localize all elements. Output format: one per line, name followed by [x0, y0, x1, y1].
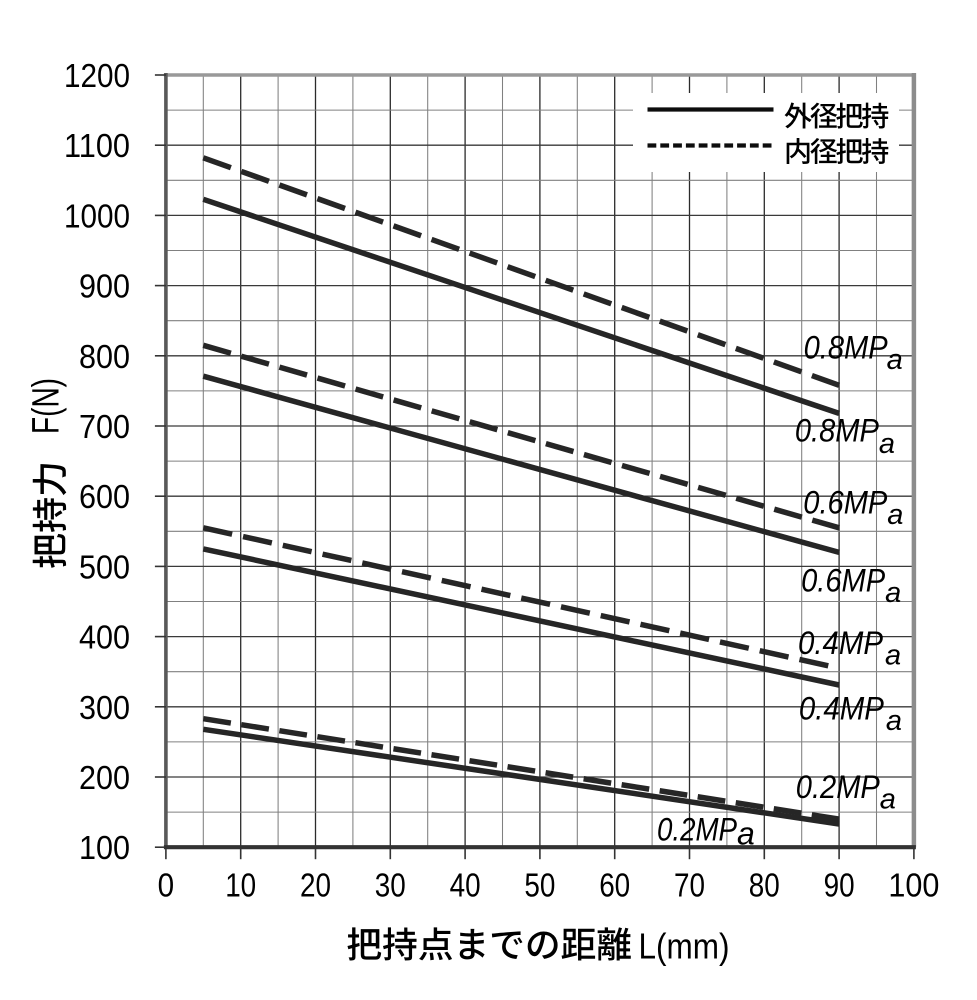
- svg-text:a: a: [887, 344, 903, 376]
- svg-text:0.8MP: 0.8MP: [795, 412, 880, 448]
- svg-text:a: a: [885, 639, 901, 671]
- svg-text:700: 700: [79, 408, 130, 445]
- svg-text:30: 30: [375, 866, 406, 903]
- svg-text:40: 40: [450, 866, 481, 903]
- svg-text:a: a: [880, 784, 896, 816]
- svg-text:L(mm): L(mm): [639, 925, 730, 966]
- svg-text:0.6MP: 0.6MP: [803, 484, 888, 520]
- svg-text:1000: 1000: [64, 197, 130, 234]
- svg-text:300: 300: [79, 689, 130, 726]
- svg-text:a: a: [737, 815, 755, 851]
- svg-text:70: 70: [674, 866, 705, 903]
- svg-text:a: a: [887, 499, 903, 531]
- svg-text:0.8MP: 0.8MP: [804, 330, 889, 366]
- svg-text:50: 50: [524, 866, 555, 903]
- svg-text:0.2MP: 0.2MP: [796, 769, 881, 805]
- svg-text:80: 80: [749, 866, 780, 903]
- svg-text:1200: 1200: [64, 57, 130, 94]
- svg-text:0.4MP: 0.4MP: [799, 691, 885, 727]
- svg-text:10: 10: [225, 866, 256, 903]
- svg-text:20: 20: [300, 866, 331, 903]
- svg-text:1100: 1100: [64, 127, 130, 164]
- svg-text:100: 100: [79, 829, 130, 866]
- svg-text:100: 100: [888, 866, 939, 903]
- svg-text:800: 800: [79, 338, 130, 375]
- svg-text:a: a: [879, 428, 895, 460]
- svg-text:600: 600: [79, 478, 130, 515]
- svg-text:400: 400: [79, 619, 130, 656]
- svg-text:90: 90: [824, 866, 855, 903]
- svg-text:60: 60: [599, 866, 630, 903]
- svg-text:500: 500: [79, 548, 130, 585]
- svg-text:0.6MP: 0.6MP: [801, 563, 886, 599]
- svg-text:F(N): F(N): [26, 378, 68, 434]
- svg-text:a: a: [885, 577, 901, 609]
- svg-text:900: 900: [79, 268, 130, 305]
- svg-text:0.4MP: 0.4MP: [798, 625, 884, 661]
- svg-text:200: 200: [79, 759, 130, 796]
- svg-text:0: 0: [158, 866, 175, 903]
- svg-text:a: a: [886, 705, 902, 737]
- svg-text:0.2MP: 0.2MP: [657, 811, 738, 847]
